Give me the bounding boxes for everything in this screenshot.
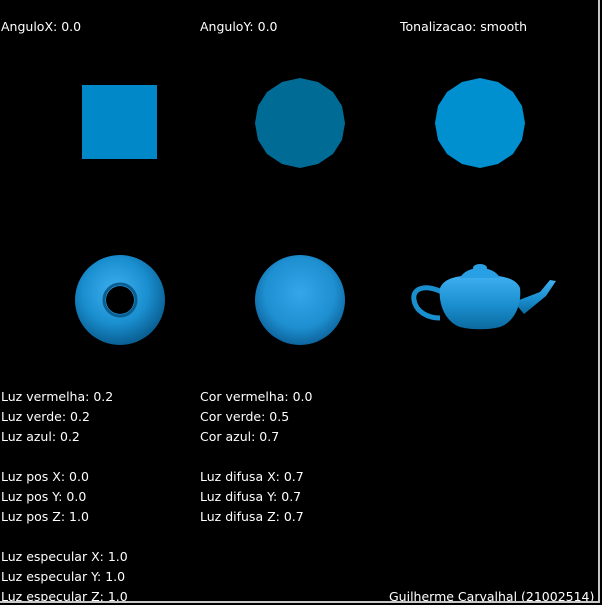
light-red-label: Luz vermelha: 0.2 — [1, 389, 114, 404]
diffuse-x-label: Luz difusa X: 0.7 — [200, 469, 304, 484]
specular-x-label: Luz especular X: 1.0 — [1, 549, 128, 564]
specular-y-label: Luz especular Y: 1.0 — [1, 569, 126, 584]
square-object — [82, 85, 157, 159]
light-blue-label: Luz azul: 0.2 — [1, 429, 80, 444]
polygon-sphere-object — [255, 78, 345, 168]
author-label: Guilherme Carvalhal (21002514) — [389, 589, 595, 603]
light-green-label: Luz verde: 0.2 — [1, 409, 90, 424]
angle-y-label: AnguloY: 0.0 — [200, 19, 278, 34]
angle-x-label: AnguloX: 0.0 — [1, 19, 82, 34]
light-pos-x-label: Luz pos X: 0.0 — [1, 469, 89, 484]
color-blue-label: Cor azul: 0.7 — [200, 429, 280, 444]
shading-label: Tonalizacao: smooth — [400, 19, 528, 34]
specular-z-label: Luz especular Z: 1.0 — [1, 589, 128, 603]
color-green-label: Cor verde: 0.5 — [200, 409, 290, 424]
teapot-object — [411, 264, 556, 330]
disk-object — [435, 78, 525, 168]
sphere-object — [255, 255, 345, 345]
torus-object — [75, 255, 165, 345]
color-red-label: Cor vermelha: 0.0 — [200, 389, 313, 404]
diffuse-z-label: Luz difusa Z: 0.7 — [200, 509, 304, 524]
diffuse-y-label: Luz difusa Y: 0.7 — [200, 489, 302, 504]
light-pos-y-label: Luz pos Y: 0.0 — [1, 489, 87, 504]
light-pos-z-label: Luz pos Z: 1.0 — [1, 509, 89, 524]
